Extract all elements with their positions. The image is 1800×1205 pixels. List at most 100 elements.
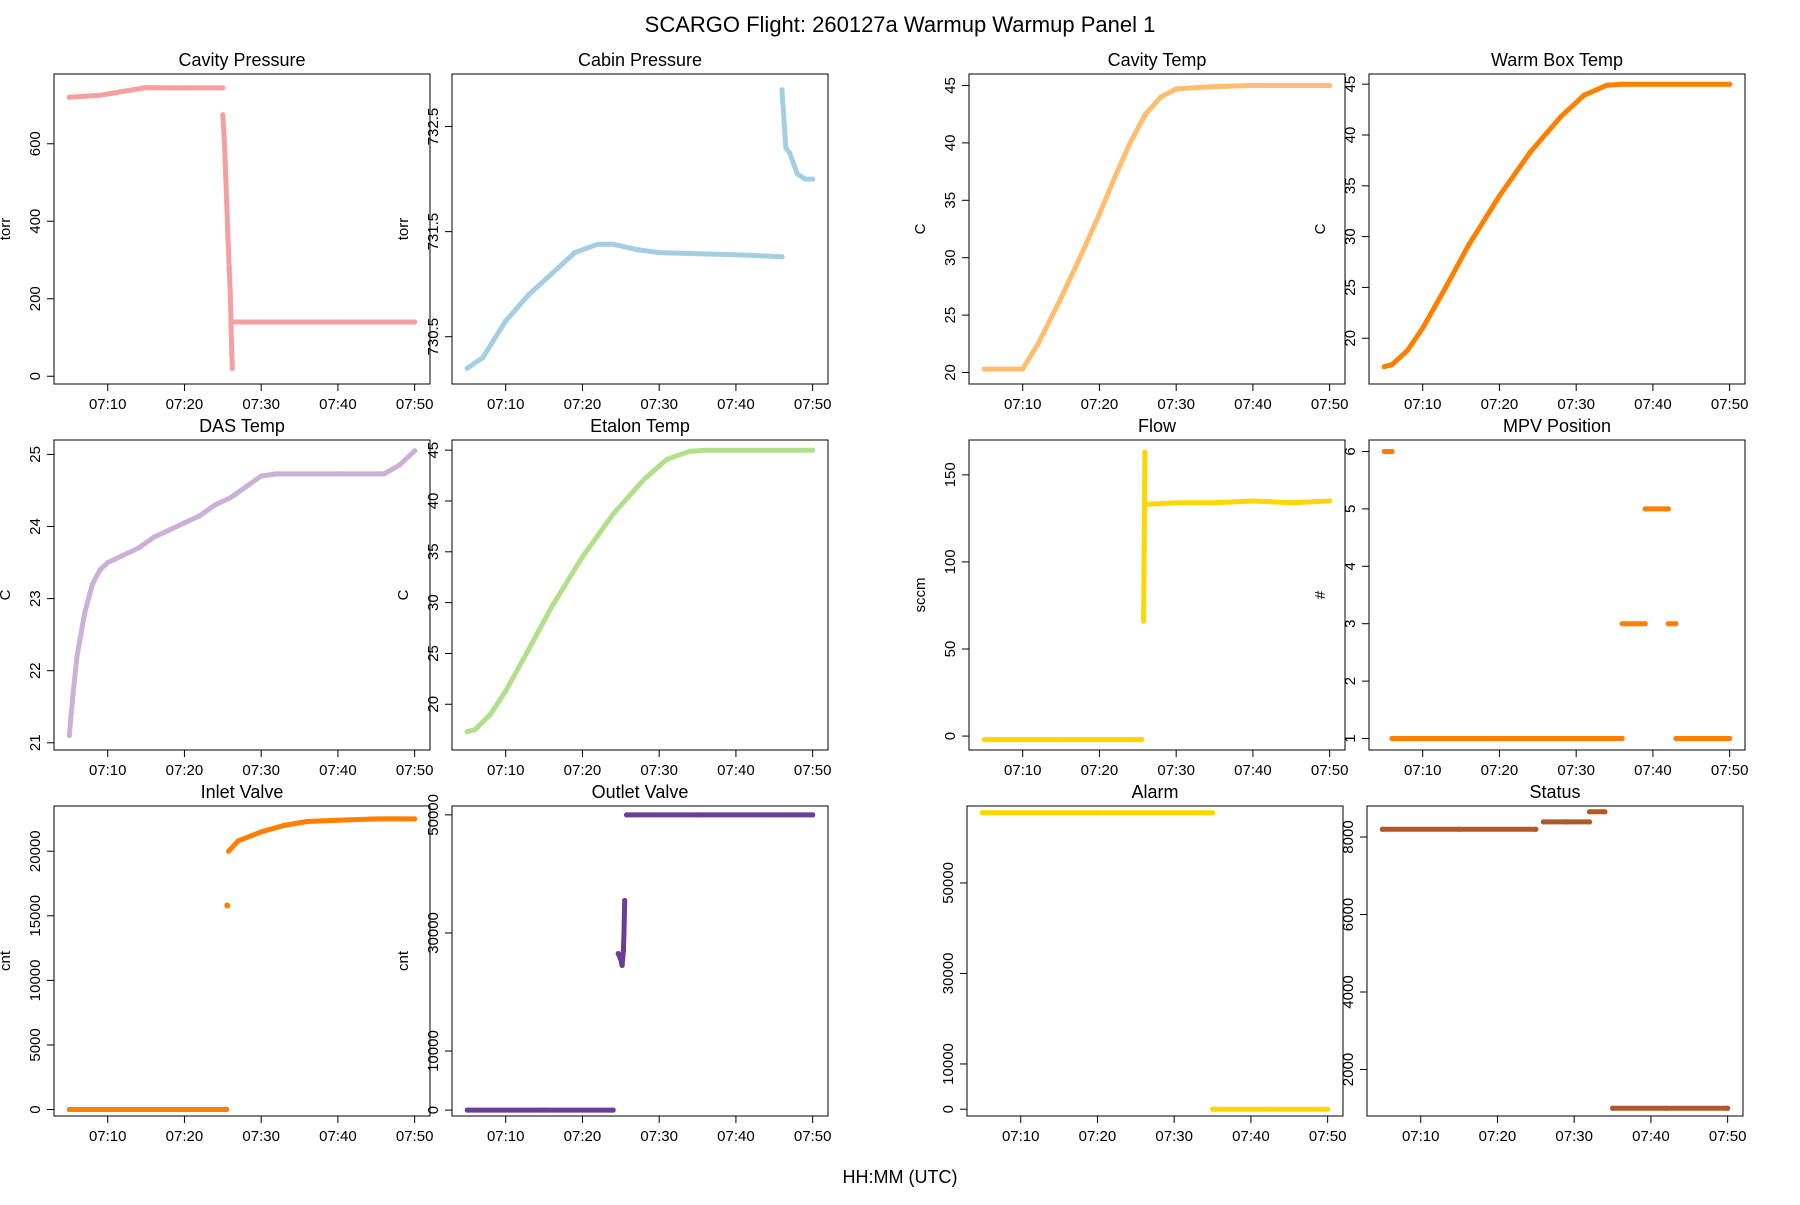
data-point xyxy=(1142,111,1149,117)
y-tick-label: 200 xyxy=(27,286,44,311)
data-point xyxy=(487,711,493,718)
data-point xyxy=(1389,448,1395,455)
x-tick-label: 07:40 xyxy=(1232,1128,1270,1145)
data-point xyxy=(212,502,218,508)
x-tick-label: 07:20 xyxy=(564,762,602,779)
y-tick-label: 8000 xyxy=(1340,820,1357,853)
data-point xyxy=(619,962,625,969)
data-point xyxy=(1389,735,1395,742)
x-tick-label: 07:30 xyxy=(1555,1128,1593,1145)
y-tick-label: 30 xyxy=(1342,228,1359,245)
data-point xyxy=(1642,621,1648,627)
data-point xyxy=(1250,82,1256,89)
x-tick-label: 07:10 xyxy=(89,396,127,413)
data-point xyxy=(1288,500,1294,506)
data-point xyxy=(1527,149,1533,155)
data-point xyxy=(621,930,627,936)
data-series xyxy=(220,112,235,371)
x-tick-label: 07:30 xyxy=(640,396,678,413)
data-point xyxy=(1263,1106,1269,1112)
data-point xyxy=(549,604,555,610)
data-series xyxy=(779,87,816,182)
y-tick-label: 20000 xyxy=(27,830,44,872)
data-point xyxy=(464,729,470,735)
panel-11: Alarm 07:10 07:20 07:30 07:40 07:50 0 10000 3000… xyxy=(940,782,1346,1145)
data-series xyxy=(66,448,418,739)
data-point xyxy=(610,1107,616,1113)
x-tick-label: 07:10 xyxy=(1404,396,1442,413)
y-tick-label: 50 xyxy=(942,641,959,658)
y-tick-label: 30 xyxy=(425,594,442,611)
data-point xyxy=(66,732,72,739)
data-point xyxy=(664,456,670,462)
data-point xyxy=(1558,114,1564,120)
data-point xyxy=(412,816,418,822)
y-tick-label: 50000 xyxy=(425,794,442,836)
y-axis-label: sccm xyxy=(912,578,929,613)
data-point xyxy=(687,448,693,454)
y-tick-label: 10000 xyxy=(425,1030,442,1072)
plot-frame xyxy=(451,439,829,751)
data-point xyxy=(810,812,816,818)
data-point xyxy=(273,471,280,477)
x-tick-label: 07:50 xyxy=(1709,1128,1747,1145)
data-point xyxy=(281,822,287,828)
panel-8: MPV Position #07:10 07:20 07:30 07:40 07:50 1 2… xyxy=(1312,416,1748,779)
x-tick-label: 07:50 xyxy=(396,1128,434,1145)
data-point xyxy=(733,252,739,258)
y-tick-label: 5000 xyxy=(27,1028,44,1061)
y-tick-label: 25 xyxy=(1342,279,1359,296)
panel-4: Warm Box Temp C 07:10 07:20 07:30 07:40 07:50 2… xyxy=(1312,50,1748,413)
plot-frame xyxy=(53,439,431,751)
y-tick-label: 35 xyxy=(1342,177,1359,194)
panel-5: DAS Temp C 07:10 07:20 07:30 07:40 07:50 21 22 23… xyxy=(0,416,433,779)
y-tick-label: 23 xyxy=(27,590,44,607)
data-point xyxy=(221,133,227,139)
data-point xyxy=(1586,809,1593,815)
data-series xyxy=(981,83,1333,372)
data-point xyxy=(97,92,103,98)
data-point xyxy=(1496,735,1503,742)
data-point xyxy=(526,292,532,298)
data-point xyxy=(258,319,264,325)
x-tick-label: 07:30 xyxy=(242,762,280,779)
x-tick-label: 07:50 xyxy=(794,762,832,779)
data-point xyxy=(1209,810,1216,816)
panel-title: Cabin Pressure xyxy=(578,50,702,70)
data-point xyxy=(1563,819,1570,825)
data-point xyxy=(1642,506,1648,512)
figure-title: SCARGO Flight: 260127a Warmup Warmup Pan… xyxy=(645,12,1156,37)
data-point xyxy=(258,473,264,479)
y-tick-label: 10000 xyxy=(27,960,44,1002)
x-tick-label: 07:10 xyxy=(1004,762,1042,779)
data-point xyxy=(1209,1106,1216,1112)
data-point xyxy=(579,554,586,560)
y-tick-label: 25 xyxy=(27,446,44,463)
y-tick-label: 0 xyxy=(942,732,959,740)
x-tick-label: 07:50 xyxy=(794,1128,832,1145)
x-tick-label: 07:20 xyxy=(1081,396,1119,413)
data-point xyxy=(224,1106,230,1113)
x-tick-label: 07:40 xyxy=(717,762,755,779)
data-point xyxy=(70,689,76,695)
data-point xyxy=(166,85,172,91)
panel-6: Etalon Temp C 07:10 07:20 07:30 07:40 07:50 20 2… xyxy=(395,416,831,779)
data-point xyxy=(623,812,630,818)
data-point xyxy=(243,484,249,490)
data-point xyxy=(1727,81,1733,87)
data-point xyxy=(1094,810,1101,816)
y-tick-label: 4 xyxy=(1342,562,1359,570)
data-point xyxy=(235,838,241,844)
data-point xyxy=(810,176,816,182)
panel-title: Inlet Valve xyxy=(201,782,284,802)
x-tick-label: 07:10 xyxy=(1004,396,1042,413)
panel-1: Cavity Pressure torr 07:10 07:20 07:30 07:40 0… xyxy=(0,50,433,413)
data-point xyxy=(464,365,470,371)
data-point xyxy=(622,897,628,904)
x-tick-label: 07:10 xyxy=(1402,1128,1440,1145)
data-point xyxy=(620,948,626,954)
x-tick-label: 07:10 xyxy=(487,396,525,413)
x-tick-label: 07:40 xyxy=(1634,762,1672,779)
data-point xyxy=(979,810,985,816)
